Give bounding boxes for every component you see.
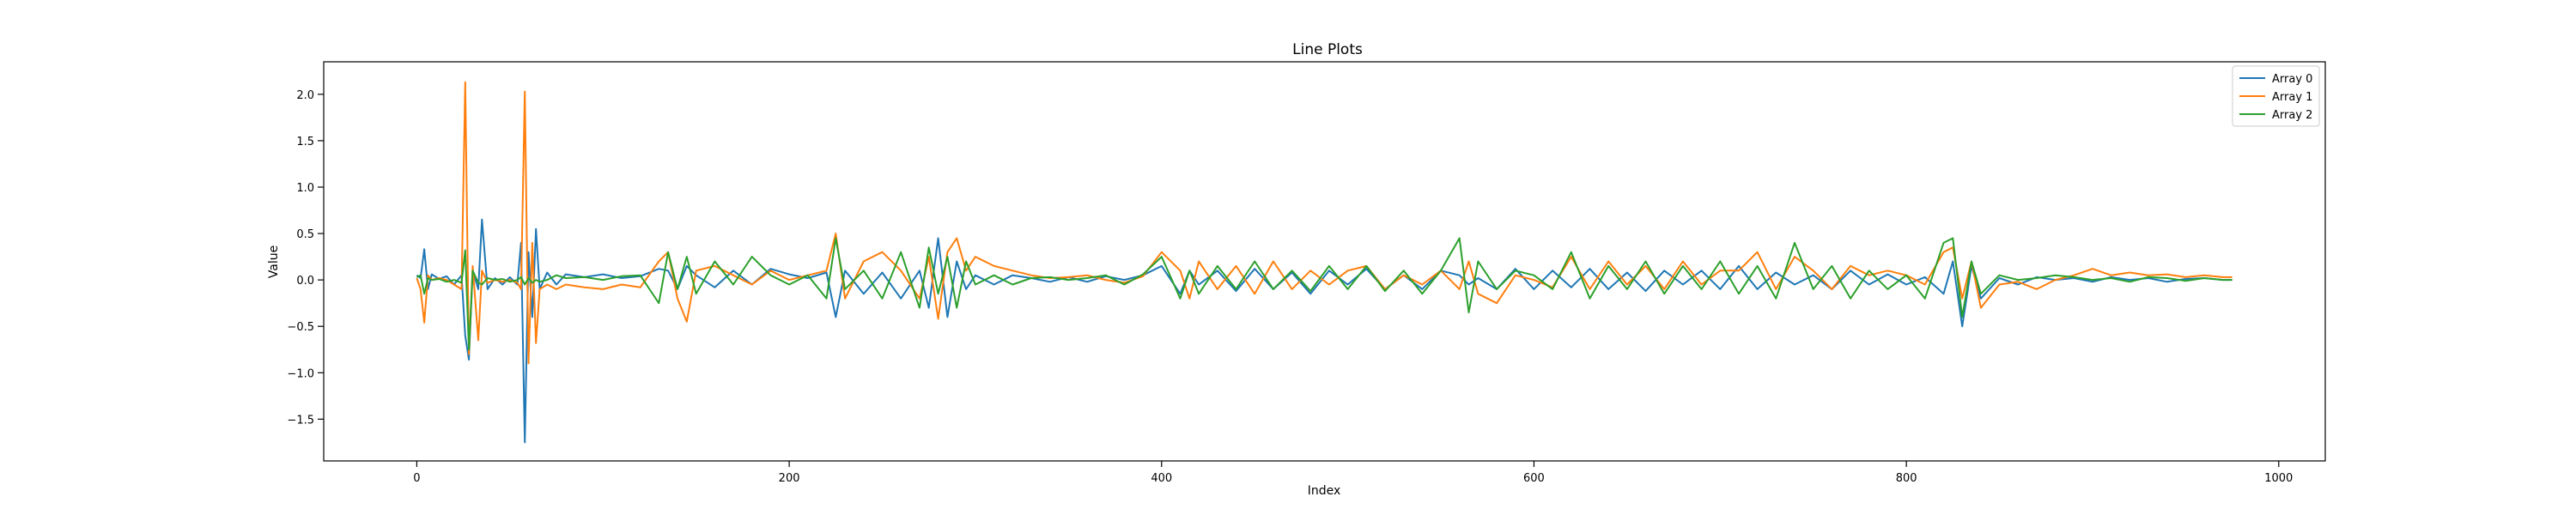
y-axis-label: Value [267, 245, 281, 278]
legend-entries: Array 0 Array 1 Array 2 [2239, 73, 2312, 122]
legend-label-array-2: Array 2 [2272, 109, 2312, 122]
legend-box [2232, 65, 2320, 127]
x-tick-label: 200 [779, 472, 800, 485]
series-line-array-2 [416, 237, 2233, 351]
x-tick-label: 1000 [2264, 472, 2293, 485]
y-tick-label: 1.0 [296, 182, 314, 195]
x-axis: 0 200 400 600 800 1000 [413, 461, 2293, 485]
y-axis: −1.5 −1.0 −0.5 0.0 0.5 1.0 1.5 2.0 [287, 89, 324, 427]
legend-label-array-0: Array 0 [2272, 73, 2312, 86]
x-tick-label: 0 [413, 472, 420, 485]
series-line-array-0 [416, 218, 2233, 444]
legend-label-array-1: Array 1 [2272, 91, 2312, 104]
chart-title: Line Plots [1292, 41, 1363, 58]
plot-area [323, 61, 2326, 462]
axes-frame [323, 61, 2326, 462]
y-tick-label: −0.5 [287, 321, 314, 334]
x-axis-label: Index [1308, 484, 1341, 498]
y-tick-label: 0.0 [296, 275, 314, 288]
x-tick-label: 600 [1523, 472, 1545, 485]
legend: Array 0 Array 1 Array 2 [2232, 65, 2320, 127]
x-tick-label: 400 [1151, 472, 1172, 485]
x-tick-label: 800 [1896, 472, 1917, 485]
y-tick-label: 1.5 [296, 136, 314, 148]
y-tick-label: 0.5 [296, 228, 314, 241]
y-tick-label: −1.5 [287, 414, 314, 427]
y-tick-label: 2.0 [296, 89, 314, 102]
y-tick-label: −1.0 [287, 367, 314, 380]
series-layer [416, 81, 2233, 444]
